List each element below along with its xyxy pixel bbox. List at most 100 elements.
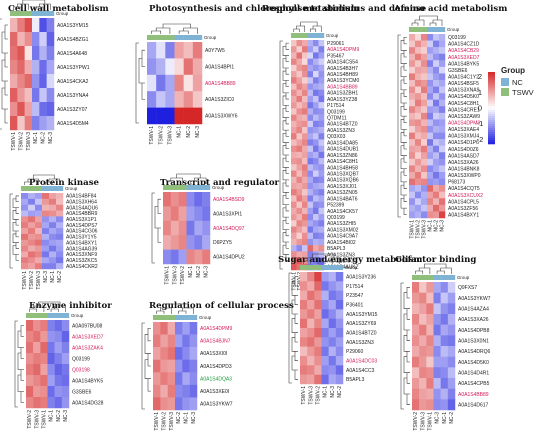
heatmap-cell [291,195,297,202]
column-label: TSWV-1 [149,126,155,145]
heatmap-cell [328,281,337,291]
row-label: A0A1S3ZBH1 [327,91,358,97]
heatmap-cell [313,257,319,265]
heatmap-cell [165,42,175,59]
heatmap-cell [427,66,434,74]
row-label: A0A1S3XM02 [327,227,359,233]
heatmap-cell [300,300,308,310]
heatmap-cell [433,399,441,411]
heatmap-cell [313,232,319,240]
row-label: P17514 [327,103,344,109]
heatmap-cell [175,384,183,398]
heatmap-cell [291,214,297,221]
heatmap-cell [10,74,18,89]
heatmap-cell [307,245,314,252]
heatmap-cell [427,145,434,153]
row-label: A0A1S3XED7 [72,334,104,340]
group-bar-cell [427,27,434,32]
heatmap-cell [307,220,314,227]
heatmap-cell [426,388,434,400]
colorbar-segment [488,74,495,77]
row-label: A0A1S4BI02 [327,240,356,246]
heatmap-cell [49,263,57,270]
heatmap-cell [17,32,25,47]
heatmap-cell [318,102,325,109]
row-label: A0A1S4A648 [57,51,87,57]
heatmap-cell [61,331,70,343]
heatmap-cell [412,399,420,411]
heatmap-cell [42,228,50,235]
heatmap-cell [24,102,33,117]
heatmap-cell [302,133,308,140]
column-label: TSWV-3 [26,132,32,151]
heatmap-cell [409,66,416,74]
heatmap-cell [321,365,329,375]
heatmap-cell [39,60,47,75]
heatmap-cell [35,204,43,211]
group-row-label: Group [447,27,460,32]
heatmap-cell [307,77,314,84]
heatmap-cell [47,353,55,365]
row-label: A0A1S4BYK5 [448,61,479,67]
heatmap-cell [433,66,440,74]
legend-title: Group [501,66,525,75]
row-label: A0A1S3ZKC5 [66,258,97,264]
heatmap-cell [302,151,308,159]
heatmap-cell [291,220,297,227]
heatmap-cell [192,58,203,76]
heatmap-cell [313,220,319,227]
heatmap-cell [415,191,422,199]
heatmap-cell [433,40,440,48]
heatmap-cell [302,40,308,47]
column-dendrogram [13,0,51,10]
heatmap-cell [412,388,420,400]
heatmap-cell [433,335,441,347]
row-label: A0A1S3Y1Y5 [66,235,97,241]
heatmap-cell [170,192,179,207]
column-label: NC-1 [49,410,55,422]
heatmap-cell [447,324,456,336]
colorbar-segment [488,94,495,97]
heatmap-cell [21,233,29,241]
heatmap-cell [178,192,187,207]
heatmap-cell [307,95,314,103]
group-bar-cell [412,275,420,280]
heatmap-cell [21,216,29,223]
heatmap-cell [26,320,34,332]
heatmap-cell [165,91,175,108]
heatmap-cell [419,314,427,325]
row-label: A0A1S4B3H7 [327,66,358,72]
row-label: A0A1S4DQA3 [200,376,232,382]
heatmap-cell [433,367,441,379]
heatmap-cell [28,245,36,252]
heatmap-cell [409,165,416,173]
heatmap-cell [47,331,55,343]
heatmap-cell [49,222,57,229]
heatmap-cell [291,89,297,97]
column-label: TSWV-1 [301,386,307,405]
heatmap-cell [174,91,184,108]
heatmap-cell [409,86,416,94]
colorbar-segment [488,132,495,135]
heatmap-cell [163,235,172,250]
heatmap-cell [10,88,18,103]
group-bar-cell [328,265,337,270]
row-label: A0A1S3ZN3 [327,128,355,134]
row-label: A0A1S4DPM9 [327,47,359,53]
heatmap-cell [165,58,175,76]
heatmap-cell [421,106,428,114]
group-row-label: Group [204,35,217,40]
heatmap-cell [313,182,319,190]
column-label: TSWV-3 [169,412,175,431]
column-label: NC-1 [442,412,448,424]
heatmap-cell [32,60,40,75]
heatmap-cell [46,102,55,117]
heatmap-cell [302,71,308,78]
column-label: TSWV-2 [19,132,25,151]
heatmap-cell [409,198,416,206]
heatmap-cell [318,232,325,240]
heatmap-cell [42,263,50,270]
heatmap-cell [426,399,434,411]
heatmap-cell [419,303,427,315]
panel-title: Sugar and energy metabolism [278,255,422,265]
